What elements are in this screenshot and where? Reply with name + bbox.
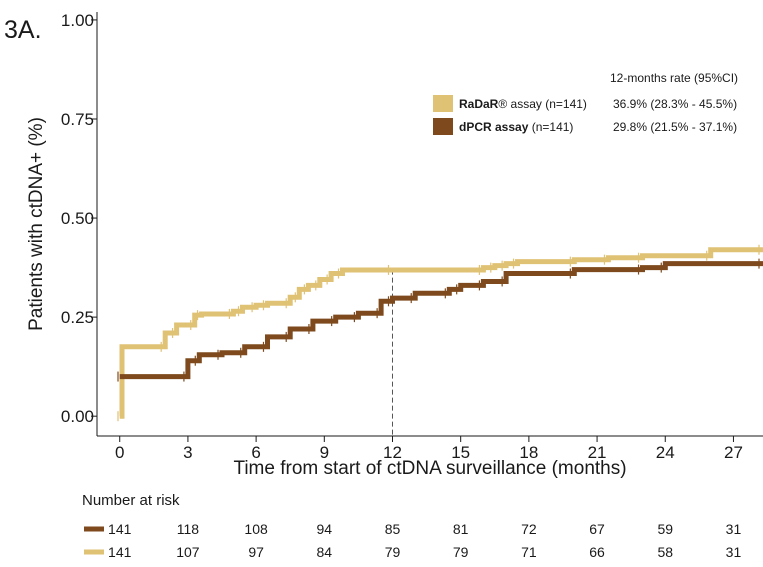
series-line-dpcr — [119, 261, 763, 380]
y-ticks: 0.00 0.25 0.50 0.75 1.00 — [61, 11, 97, 426]
risk-value: 66 — [589, 544, 605, 560]
y-tick-label: 1.00 — [61, 11, 94, 30]
legend-n-radar: (n=141) — [545, 97, 587, 111]
y-tick-label: 0.00 — [61, 407, 94, 426]
series-group — [117, 244, 763, 422]
x-tick-label: 18 — [519, 443, 538, 462]
y-tick-label: 0.50 — [61, 209, 94, 228]
y-tick-label: 0.75 — [61, 110, 94, 129]
y-tick-label: 0.25 — [61, 308, 94, 327]
x-tick-label: 27 — [724, 443, 743, 462]
legend-header: 12-months rate (95%CI) — [610, 71, 738, 85]
x-ticks: 0 3 6 9 12 15 18 21 24 27 — [115, 436, 743, 462]
risk-value: 81 — [453, 521, 469, 537]
x-tick-label: 9 — [320, 443, 329, 462]
y-axis-title: Patients with ctDNA+ (%) — [26, 117, 47, 331]
risk-value: 84 — [317, 544, 333, 560]
risk-table: 141 118 108 94 85 81 72 67 59 31 141 107 97 84 79 79 71 6… — [84, 521, 741, 560]
risk-value: 79 — [453, 544, 469, 560]
risk-value: 107 — [176, 544, 200, 560]
x-tick-label: 0 — [115, 443, 124, 462]
x-tick-label: 15 — [451, 443, 470, 462]
series-line-radar — [119, 247, 763, 419]
risk-value: 58 — [657, 544, 673, 560]
legend-name-radar: RaDaR — [459, 97, 499, 111]
risk-value: 108 — [244, 521, 268, 537]
x-tick-label: 6 — [251, 443, 260, 462]
axes — [96, 12, 763, 437]
risk-value: 79 — [385, 544, 401, 560]
x-axis-title: Time from start of ctDNA surveillance (m… — [233, 458, 626, 479]
panel-label: 3A. — [4, 16, 42, 44]
risk-value: 31 — [726, 521, 742, 537]
risk-value: 72 — [521, 521, 537, 537]
x-tick-label: 21 — [588, 443, 607, 462]
risk-value: 71 — [521, 544, 537, 560]
legend-rate-dpcr: 29.8% (21.5% - 37.1%) — [613, 120, 737, 134]
risk-value: 59 — [657, 521, 673, 537]
risk-value: 97 — [248, 544, 264, 560]
legend-n-dpcr: (n=141) — [532, 120, 574, 134]
risk-value: 31 — [726, 544, 742, 560]
risk-table-title: Number at risk — [82, 492, 180, 509]
legend-label-dpcr: dPCR assay (n=141) — [459, 120, 573, 134]
legend-swatch-radar — [433, 95, 453, 112]
risk-value: 85 — [385, 521, 401, 537]
x-tick-label: 3 — [183, 443, 192, 462]
risk-value: 67 — [589, 521, 605, 537]
legend-name-dpcr: dPCR assay — [459, 120, 529, 134]
legend-label-radar: RaDaR® assay (n=141) — [459, 97, 587, 111]
legend-suffix-radar: ® assay — [498, 97, 542, 111]
x-tick-label: 12 — [383, 443, 402, 462]
legend-swatch-dpcr — [433, 118, 453, 135]
x-tick-label: 24 — [656, 443, 675, 462]
risk-value: 118 — [177, 521, 200, 537]
risk-value: 141 — [108, 544, 132, 560]
legend-rate-radar: 36.9% (28.3% - 45.5%) — [613, 97, 737, 111]
risk-value: 141 — [108, 521, 132, 537]
risk-value: 94 — [317, 521, 333, 537]
legend: 12-months rate (95%CI) RaDaR® assay (n=1… — [433, 71, 738, 135]
